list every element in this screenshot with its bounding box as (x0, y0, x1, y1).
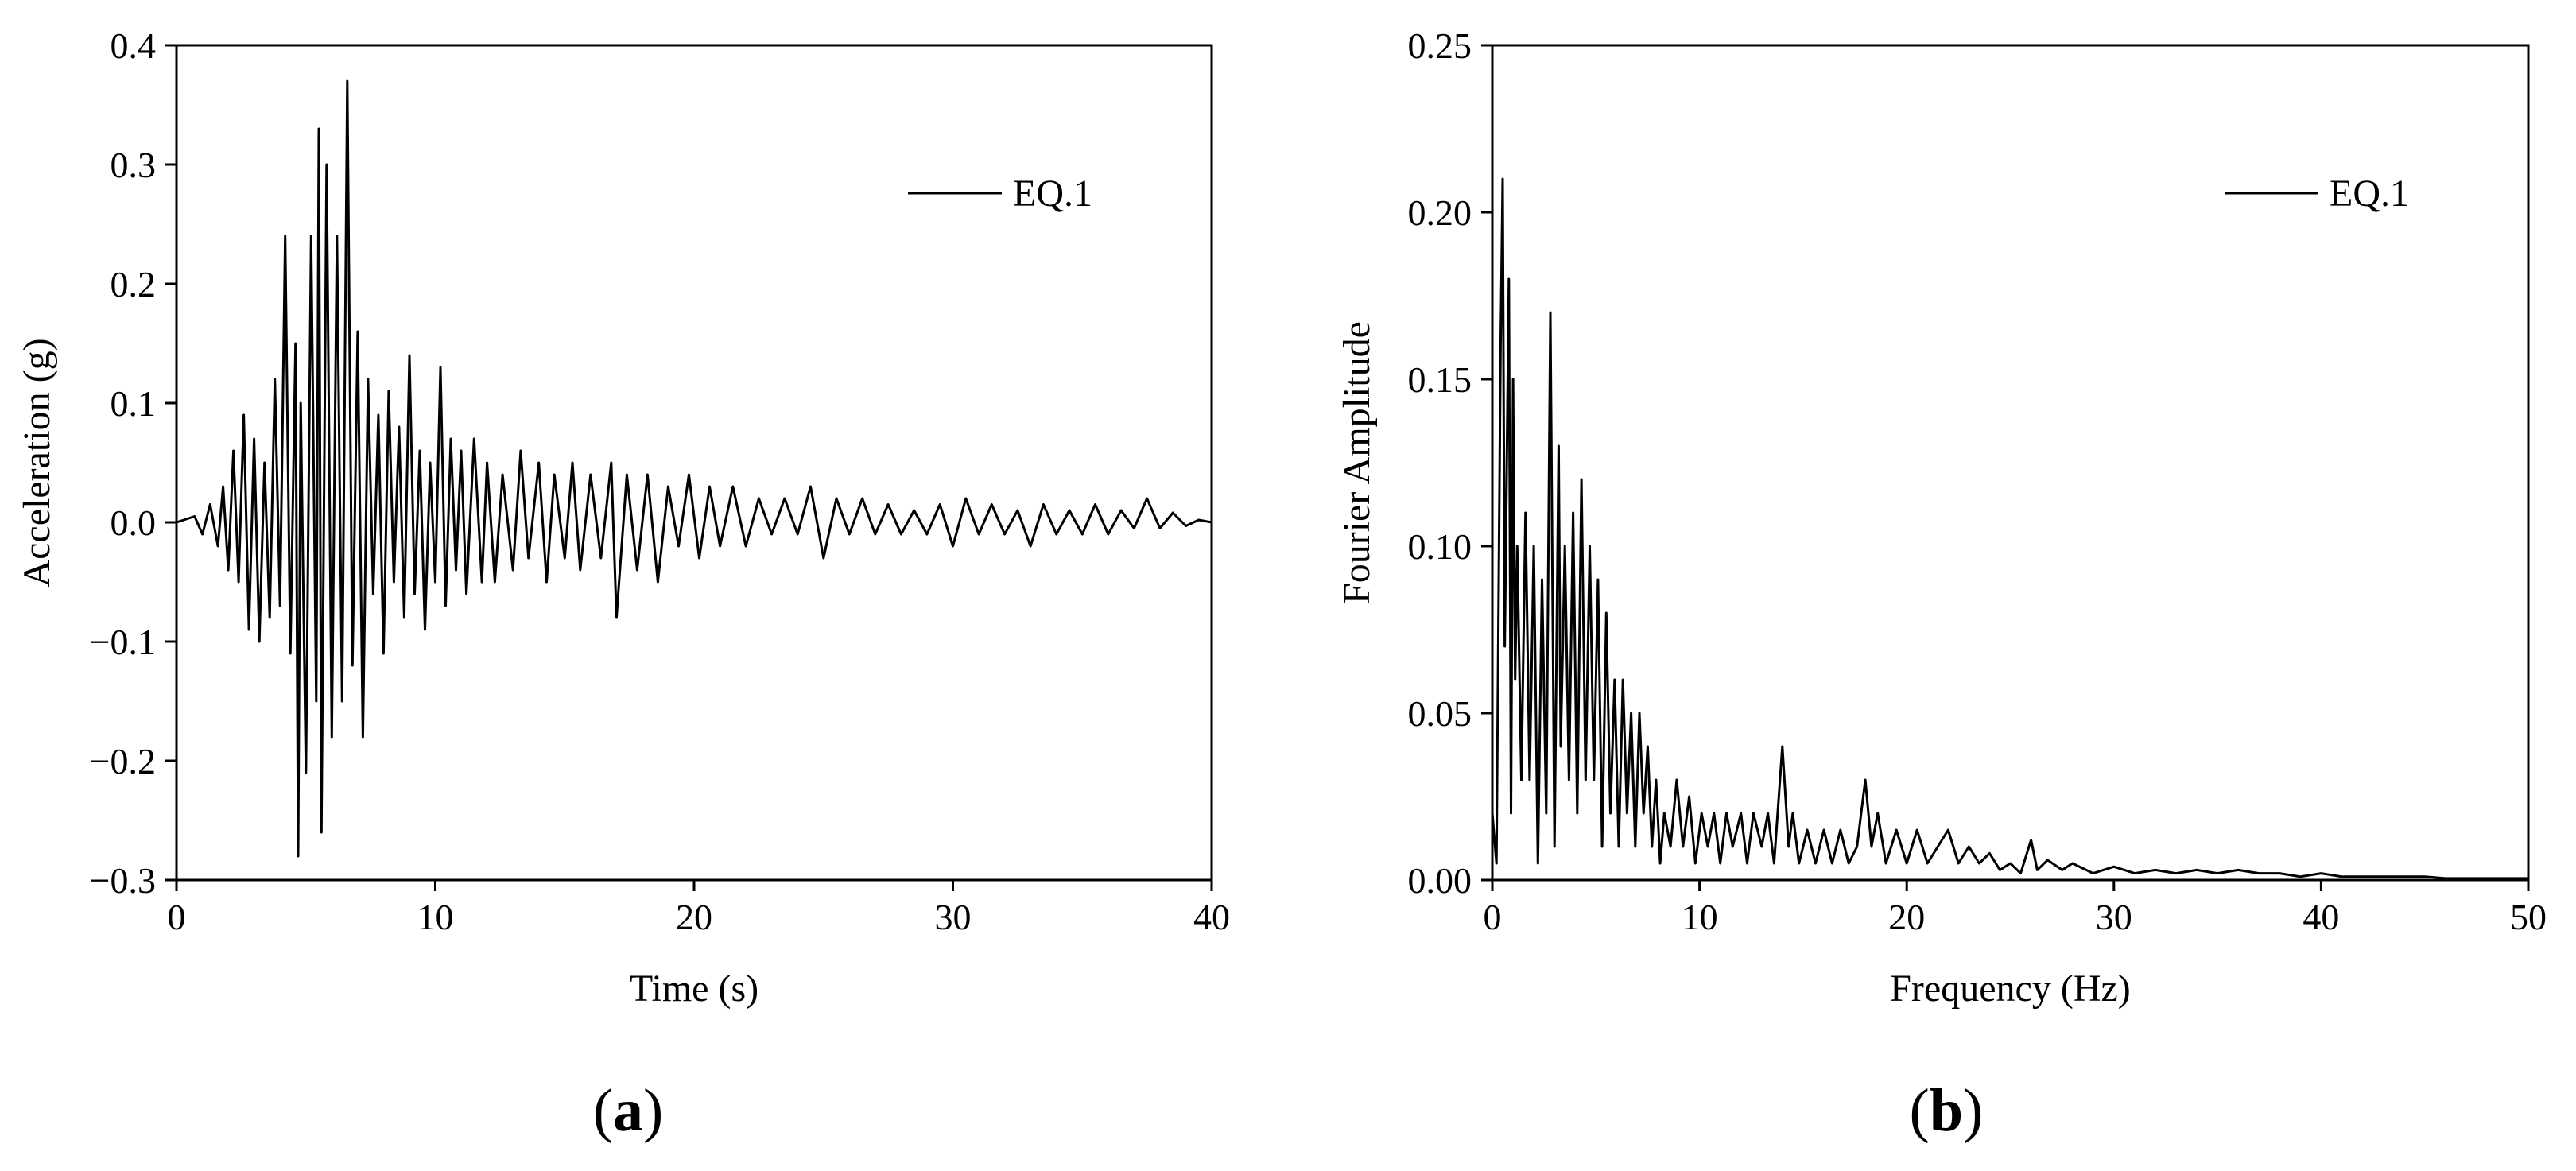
x-tick-label: 50 (2510, 897, 2547, 937)
series-line-a (176, 79, 1212, 858)
legend-label: EQ.1 (1013, 173, 1092, 215)
y-tick-label: 0.25 (1408, 25, 1472, 66)
legend: EQ.1 (2225, 173, 2409, 215)
legend: EQ.1 (908, 173, 1092, 215)
y-tick-label: −0.2 (90, 741, 156, 781)
y-tick-label: 0.05 (1408, 693, 1472, 734)
plot-frame (175, 44, 1213, 882)
legend-label: EQ.1 (2330, 173, 2409, 215)
x-tick-label: 40 (1193, 897, 1230, 937)
x-tick-label: 30 (935, 897, 972, 937)
y-tick-label: −0.1 (90, 622, 156, 662)
x-tick-label: 10 (1682, 897, 1718, 937)
x-tick-label: 0 (1484, 897, 1502, 937)
x-tick-label: 20 (1888, 897, 1925, 937)
y-tick-label: 0.10 (1408, 526, 1472, 567)
y-axis-title: Acceleration (g) (16, 338, 58, 587)
y-tick-label: 0.3 (111, 145, 157, 185)
x-tick-label: 30 (2096, 897, 2132, 937)
y-tick-label: 0.0 (111, 502, 157, 543)
y-tick-label: 0.4 (111, 25, 157, 66)
y-tick-label: 0.2 (111, 264, 157, 304)
y-tick-label: 0.15 (1408, 359, 1472, 400)
series-line-b (1491, 177, 2528, 880)
x-axis-title: Time (s) (630, 967, 758, 1010)
x-tick-label: 0 (168, 897, 186, 937)
x-axis-title: Frequency (Hz) (1890, 967, 2131, 1010)
y-tick-label: −0.3 (90, 860, 156, 901)
x-tick-label: 20 (676, 897, 712, 937)
chart-panel-a: 0 10 20 30 40 −0.3 −0.2 −0.1 0.0 0.1 0.2 0.3 0.4 Time… (16, 25, 1230, 1144)
y-tick-label: 0.20 (1408, 192, 1472, 233)
chart-panel-b: 0 10 20 30 40 50 0.00 0.05 0.10 0.15 0.20 0.25 Frequ… (1336, 25, 2547, 1144)
plot-frame (1491, 44, 2530, 882)
y-axis-title: Fourier Amplitude (1336, 321, 1378, 604)
x-tick-label: 10 (417, 897, 454, 937)
x-tick-label: 40 (2302, 897, 2339, 937)
panel-label: (b) (1910, 1077, 1984, 1144)
y-tick-label: 0.1 (111, 383, 157, 424)
panel-label: (a) (593, 1077, 664, 1144)
y-tick-label: 0.00 (1408, 860, 1472, 901)
